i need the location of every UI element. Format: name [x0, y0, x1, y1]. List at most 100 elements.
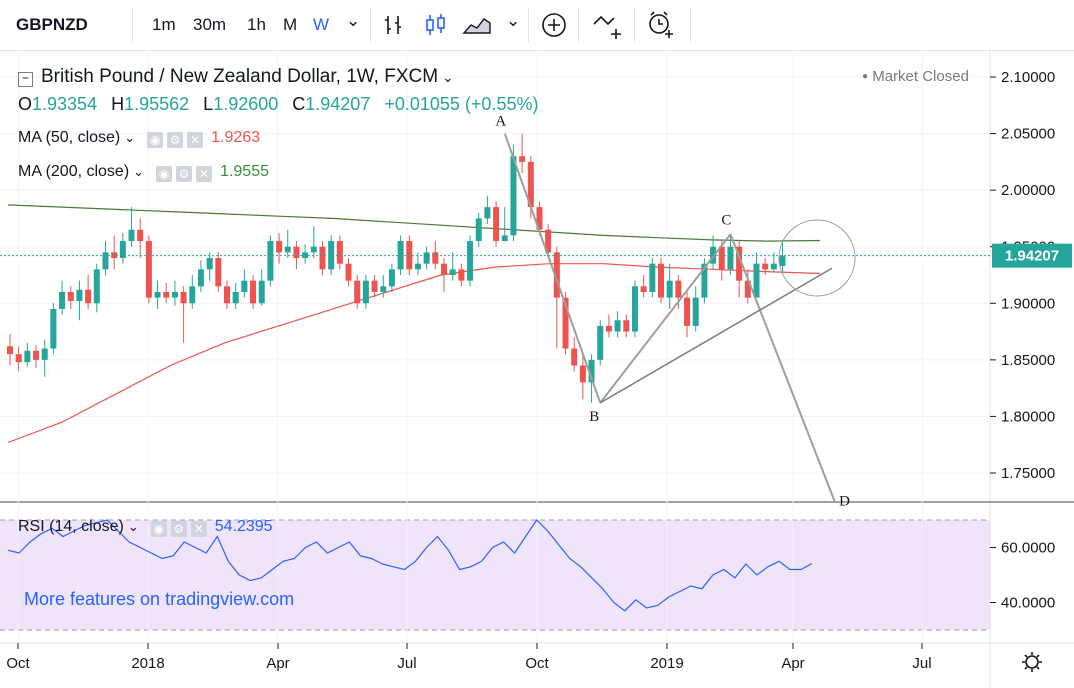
- ma200-chevron-icon[interactable]: ⌄: [133, 164, 145, 179]
- candle-body: [484, 207, 491, 219]
- interval-dropdown-chevron-icon[interactable]: ⌄: [346, 11, 361, 30]
- candle-body: [310, 246, 317, 253]
- candle-body: [588, 359, 595, 383]
- interval-m[interactable]: M: [283, 15, 298, 34]
- candle-body: [224, 286, 230, 304]
- rsi-label: RSI (14, close): [18, 518, 124, 535]
- candle-body: [163, 291, 170, 298]
- interval-1m[interactable]: 1m: [152, 15, 176, 34]
- close-value: 1.94207: [305, 94, 371, 114]
- ma50-legend[interactable]: MA (50, close) ⌄ ◉ ⚙ ✕ 1.9263: [18, 129, 264, 148]
- settings-icon[interactable]: ⚙: [167, 132, 184, 148]
- candle-body: [493, 207, 500, 242]
- candle-body: [605, 325, 612, 332]
- candle-body: [154, 291, 161, 298]
- market-status-text: Market Closed: [872, 68, 969, 85]
- bar-style-icon[interactable]: [383, 13, 407, 37]
- candle-body: [658, 263, 664, 298]
- compare-icon[interactable]: [592, 12, 624, 40]
- candle-body: [675, 280, 682, 298]
- ohlc-row: O1.93354 H1.95562 L1.92600 C1.94207 +0.01055…: [18, 94, 542, 115]
- interval-30m[interactable]: 30m: [193, 15, 227, 34]
- ma50-line: [7, 263, 821, 444]
- ma50-chevron-icon[interactable]: ⌄: [124, 130, 136, 145]
- candle-body: [171, 291, 178, 298]
- last-price-label: 1.94207: [1005, 248, 1059, 265]
- visibility-eye-icon[interactable]: ◉: [147, 132, 164, 148]
- time-axis-label: Apr: [781, 655, 804, 672]
- rsi-value: 54.2395: [214, 518, 273, 535]
- price-axis-label: 2.00000: [1001, 182, 1055, 199]
- candle-body: [354, 280, 361, 304]
- candle-body: [241, 280, 248, 292]
- toolbar-divider: [634, 8, 635, 42]
- candle-body: [640, 286, 647, 292]
- visibility-eye-icon[interactable]: ◉: [156, 166, 173, 182]
- candle-body: [102, 252, 109, 270]
- settings-gear-icon[interactable]: [1022, 652, 1042, 672]
- settings-icon[interactable]: ⚙: [170, 521, 187, 537]
- change-value: +0.01055 (+0.55%): [384, 94, 539, 114]
- candle-body: [692, 297, 699, 326]
- time-axis-label: 2019: [650, 655, 683, 672]
- candle-body: [85, 289, 92, 304]
- low-label: L: [203, 94, 214, 114]
- ma200-legend[interactable]: MA (200, close) ⌄ ◉ ⚙ ✕ 1.9555: [18, 163, 273, 182]
- close-label: C: [292, 94, 306, 114]
- candle-body: [67, 291, 74, 302]
- chart-style-chevron-icon[interactable]: ⌄: [506, 11, 521, 30]
- candle-body: [250, 280, 257, 304]
- candle-body: [284, 246, 291, 253]
- collapse-legend-icon[interactable]: −: [18, 72, 33, 87]
- candle-body: [111, 252, 118, 259]
- rsi-chevron-icon[interactable]: ⌄: [127, 519, 139, 534]
- candle-body: [336, 241, 343, 264]
- interval-w[interactable]: W: [313, 15, 330, 34]
- add-indicator-icon[interactable]: [541, 12, 567, 38]
- candle-body: [571, 348, 578, 366]
- candle-body: [345, 263, 352, 281]
- remove-icon[interactable]: ✕: [190, 521, 207, 537]
- remove-icon[interactable]: ✕: [187, 132, 204, 148]
- ma200-line: [7, 204, 821, 242]
- candle-body: [597, 325, 604, 360]
- rsi-legend[interactable]: RSI (14, close) ⌄ ◉ ⚙ ✕ 54.2395: [18, 518, 277, 537]
- candle-body: [328, 241, 335, 270]
- tradingview-watermark-link[interactable]: More features on tradingview.com: [24, 589, 295, 609]
- area-style-icon[interactable]: [462, 13, 492, 37]
- candle-body: [145, 241, 152, 298]
- visibility-eye-icon[interactable]: ◉: [150, 521, 167, 537]
- candle-body: [727, 246, 734, 270]
- candle-body: [371, 280, 378, 292]
- price-axis-label: 1.85000: [1001, 352, 1055, 369]
- interval-1h[interactable]: 1h: [247, 15, 266, 34]
- toolbar-divider: [370, 8, 371, 42]
- pattern-label: C: [721, 212, 731, 228]
- candle-body: [631, 286, 638, 332]
- symbol-search[interactable]: GBPNZD: [16, 15, 88, 34]
- toolbar-divider: [132, 8, 133, 42]
- toolbar-divider: [578, 8, 579, 42]
- candle-style-icon[interactable]: [424, 13, 448, 37]
- pattern-leg: [503, 133, 602, 404]
- title-chevron-icon[interactable]: ⌄: [442, 69, 454, 85]
- ma50-value: 1.9263: [211, 129, 261, 146]
- alert-clock-icon[interactable]: [646, 10, 676, 40]
- price-axis-label: 1.90000: [1001, 295, 1055, 312]
- candle-body: [15, 354, 22, 363]
- market-status-dot-icon: ●: [862, 71, 869, 82]
- settings-icon[interactable]: ⚙: [176, 166, 193, 182]
- time-axis-label: Oct: [525, 655, 549, 672]
- candle-body: [519, 156, 526, 162]
- open-label: O: [18, 94, 33, 114]
- candle-body: [128, 229, 135, 242]
- remove-icon[interactable]: ✕: [196, 166, 213, 182]
- candle-body: [215, 258, 222, 287]
- candle-body: [762, 263, 769, 270]
- candle-body: [7, 346, 13, 355]
- price-axis-label: 1.75000: [1001, 465, 1055, 482]
- highlight-circle: [778, 219, 856, 297]
- candle-body: [501, 235, 508, 242]
- high-label: H: [111, 94, 125, 114]
